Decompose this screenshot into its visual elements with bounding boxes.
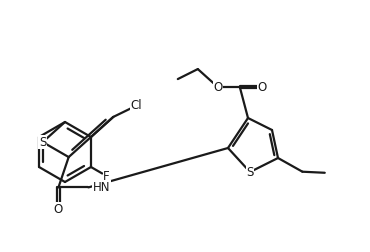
Text: HN: HN (92, 181, 110, 194)
Text: F: F (103, 170, 110, 182)
Text: O: O (257, 81, 266, 93)
Text: O: O (54, 203, 63, 216)
Text: O: O (213, 81, 222, 93)
Text: S: S (39, 136, 46, 149)
Text: Cl: Cl (131, 99, 142, 112)
Text: S: S (246, 166, 254, 178)
